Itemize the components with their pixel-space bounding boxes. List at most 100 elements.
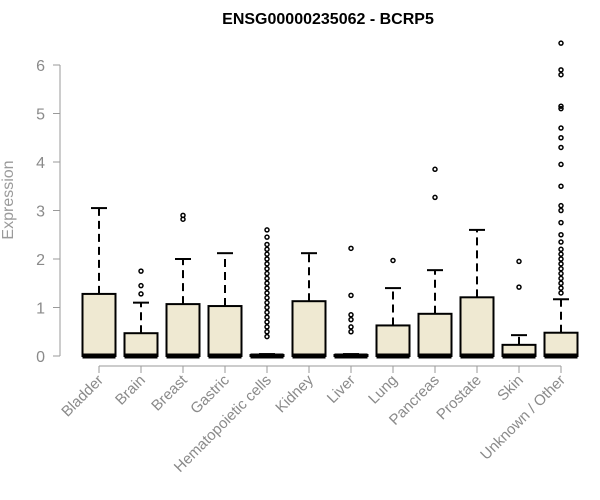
y-tick-label-3: 3 <box>36 204 45 221</box>
box-lung <box>375 257 411 359</box>
x-tick-label: Skin <box>494 372 527 405</box>
outlier-point <box>348 324 354 330</box>
outlier-point <box>264 227 270 233</box>
outlier-point <box>264 241 270 248</box>
y-tick-label-0: 0 <box>36 349 45 366</box>
outlier-point <box>138 268 144 274</box>
x-tick-label: Brain <box>112 372 149 409</box>
outlier-point <box>432 194 438 201</box>
outlier-point <box>558 251 564 257</box>
outlier-point <box>558 125 564 131</box>
box-skin <box>501 258 537 359</box>
outlier-point <box>180 212 186 219</box>
box-body <box>543 331 579 358</box>
box-prostate <box>459 228 495 359</box>
outlier-point <box>264 275 270 282</box>
outlier-point <box>516 258 522 265</box>
outlier-point <box>264 256 270 262</box>
box-liver <box>333 245 369 359</box>
outlier-point <box>558 71 564 78</box>
outlier-point <box>558 275 564 282</box>
outlier-point <box>558 207 564 214</box>
outlier-point <box>558 40 564 46</box>
outlier-point <box>558 270 564 277</box>
outlier-point <box>390 257 396 264</box>
outlier-point <box>348 245 354 252</box>
x-tick-label: Lung <box>365 372 401 408</box>
outlier-point <box>516 284 522 290</box>
outlier-point <box>264 314 270 320</box>
y-axis: 0 1 2 3 4 5 6 <box>36 58 61 366</box>
outlier-point <box>558 290 564 296</box>
x-tick-label: Prostate <box>433 372 485 424</box>
box-body <box>291 300 327 358</box>
outlier-point <box>558 261 564 267</box>
outlier-point <box>264 309 270 316</box>
box-gastric <box>207 252 243 359</box>
box-body <box>417 312 453 357</box>
y-axis-label: Expression <box>0 160 17 239</box>
x-tick-label: Liver <box>324 372 359 407</box>
outlier-point <box>264 295 270 301</box>
outlier-point <box>264 285 270 291</box>
outlier-point <box>558 285 564 291</box>
outlier-point <box>558 67 564 73</box>
x-tick-label: Kidney <box>272 371 317 416</box>
outlier-point <box>558 144 564 151</box>
outlier-point <box>264 265 270 272</box>
x-tick-label: Breast <box>148 371 191 414</box>
y-tick-label-4: 4 <box>36 155 45 172</box>
box-body <box>375 324 411 358</box>
outlier-point <box>558 135 564 141</box>
box-body <box>81 292 117 358</box>
outlier-point <box>348 316 354 323</box>
box-body <box>207 305 243 358</box>
outlier-point <box>558 103 564 109</box>
outlier-point <box>138 282 144 289</box>
outlier-point <box>558 256 564 262</box>
box-pancreas <box>417 166 453 359</box>
y-tick-label-5: 5 <box>36 107 45 124</box>
y-tick-label-6: 6 <box>36 58 45 75</box>
outlier-point <box>138 291 144 297</box>
outlier-point <box>264 246 270 253</box>
box-breast <box>165 212 201 359</box>
outlier-point <box>264 280 270 286</box>
plot-area <box>81 40 579 359</box>
outlier-point <box>558 219 564 226</box>
outlier-point <box>432 166 438 173</box>
outlier-point <box>558 239 564 245</box>
outlier-point <box>264 290 270 296</box>
y-tick-label-2: 2 <box>36 252 45 269</box>
box-body <box>123 332 159 357</box>
outlier-point <box>348 312 354 318</box>
outlier-point <box>264 324 270 330</box>
box-unknown-other <box>543 40 579 359</box>
outlier-point <box>558 202 564 209</box>
outlier-point <box>264 234 270 240</box>
outlier-point <box>348 292 354 299</box>
box-kidney <box>291 252 327 359</box>
outlier-point <box>264 304 270 311</box>
outlier-point <box>264 299 270 306</box>
x-tick-label: Bladder <box>58 372 107 421</box>
outlier-point <box>558 161 564 168</box>
y-tick-label-1: 1 <box>36 301 45 318</box>
outlier-point <box>558 183 564 189</box>
outlier-point <box>264 333 270 340</box>
chart-title: ENSG00000235062 - BCRP5 <box>222 11 434 28</box>
outlier-point <box>264 261 270 267</box>
outlier-point <box>264 319 270 325</box>
outlier-point <box>264 270 270 277</box>
outlier-point <box>264 251 270 257</box>
outlier-point <box>264 329 270 335</box>
outlier-point <box>558 280 564 286</box>
outlier-point <box>558 265 564 272</box>
box-body <box>459 296 495 358</box>
outlier-point <box>558 246 564 253</box>
outlier-point <box>558 232 564 238</box>
box-brain <box>123 268 159 359</box>
outlier-point <box>558 105 564 112</box>
